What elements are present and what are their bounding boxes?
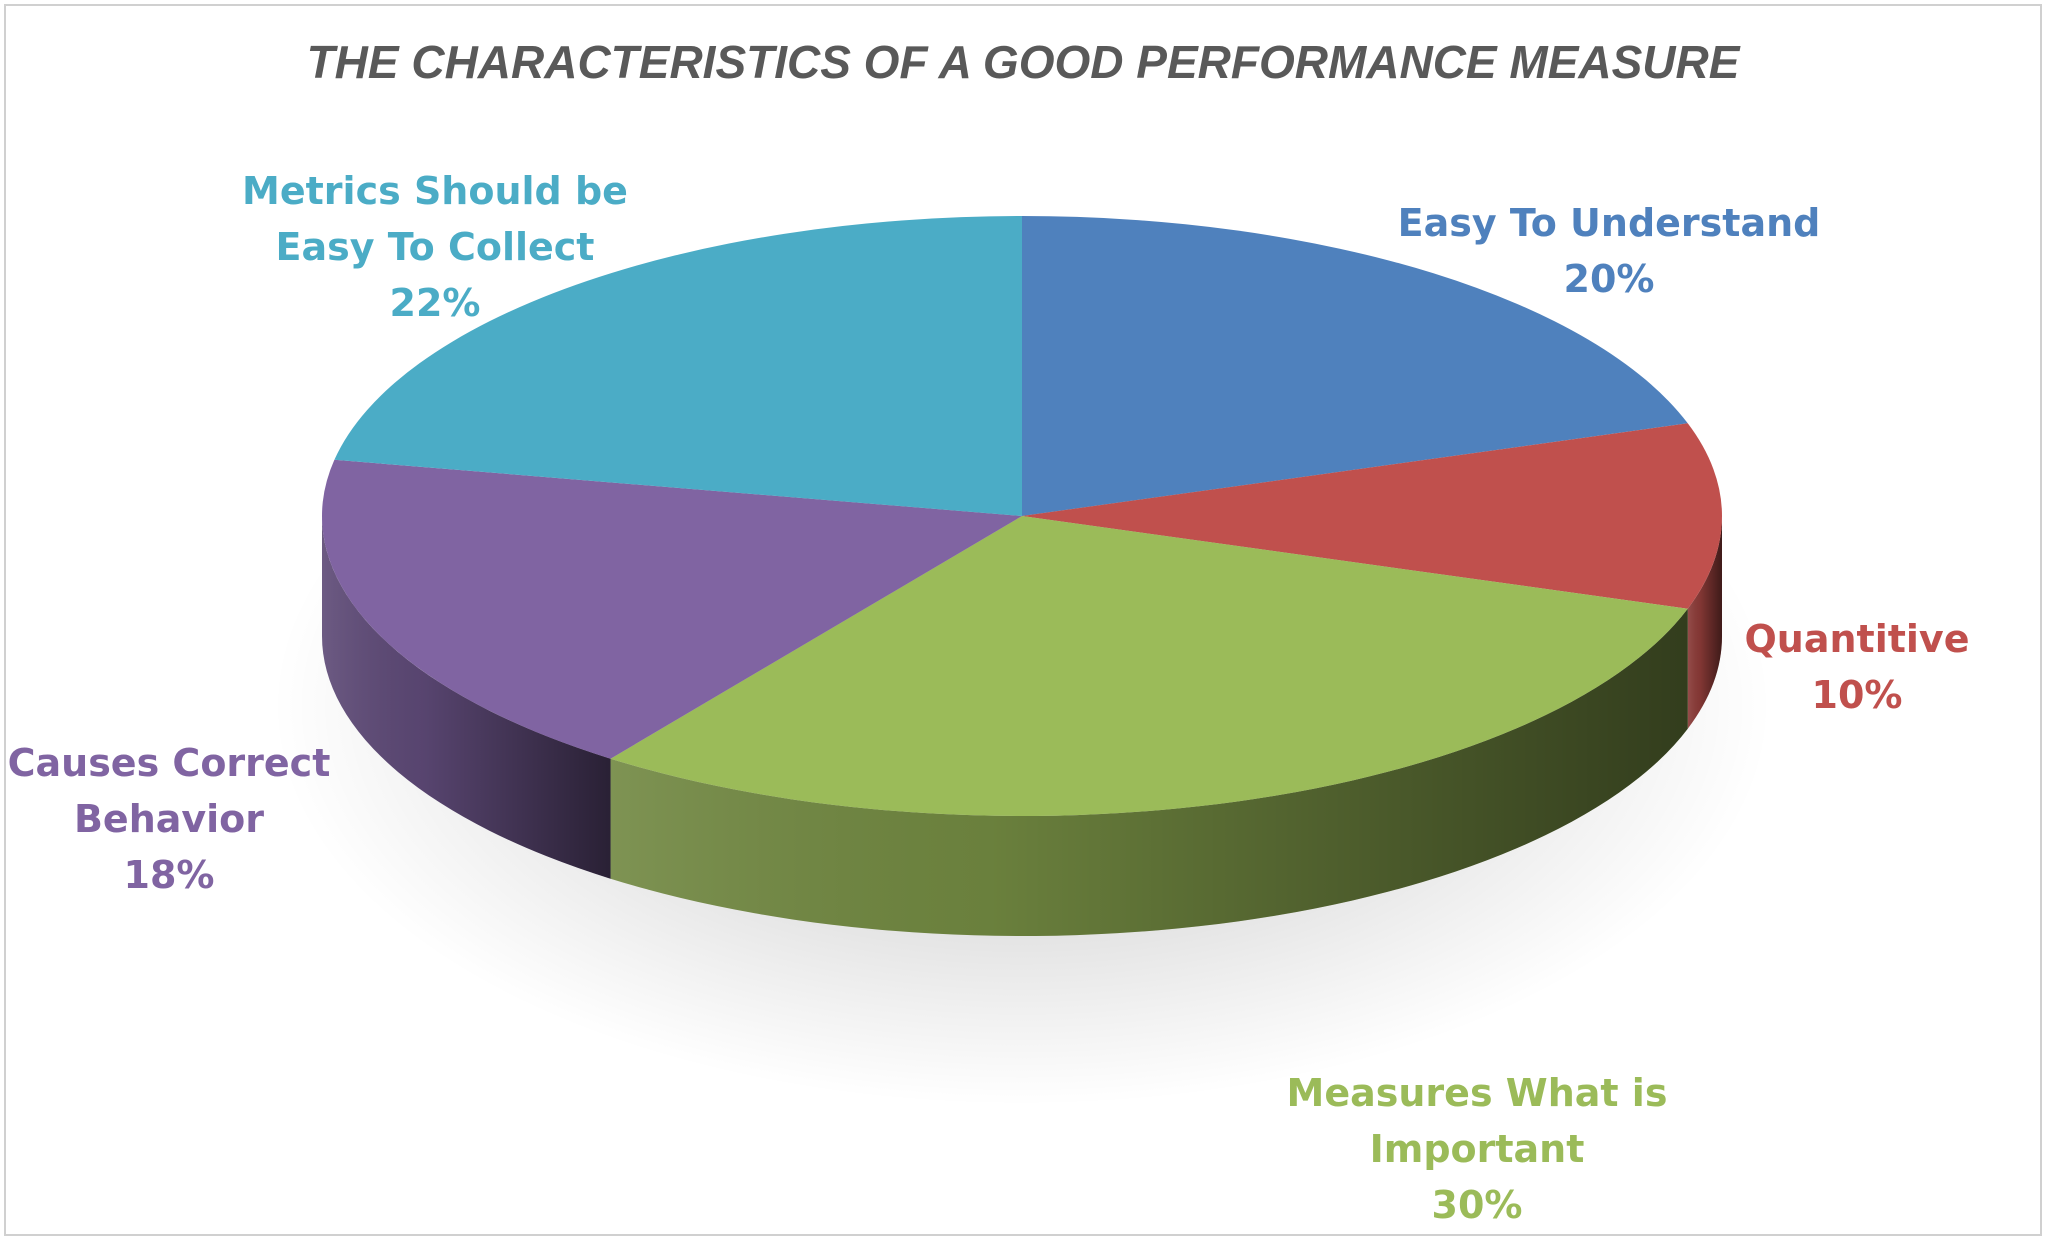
slice-label: Quantitive 10% <box>1745 617 1970 717</box>
slice-name-label: Important <box>1370 1127 1585 1171</box>
pie-sides <box>322 516 1722 936</box>
slice-name-label: Causes Correct <box>8 741 331 785</box>
slice-percent-label: 30% <box>1432 1183 1523 1227</box>
pie-top <box>322 216 1722 816</box>
slice-name-label: Easy To Collect <box>276 225 595 269</box>
pie-slice <box>322 459 1022 759</box>
pie-slice-side-shading <box>322 516 611 879</box>
slice-labels: Easy To Understand 20% Quantitive 10% Measur… <box>8 169 1970 1227</box>
slice-percent-label: 22% <box>390 281 481 325</box>
slice-name-label: Quantitive <box>1745 617 1970 661</box>
slice-label: Causes Correct Behavior 18% <box>8 741 331 897</box>
pie-slice-side-shading <box>610 608 1688 936</box>
slice-name-label: Easy To Understand <box>1398 201 1821 245</box>
pie-slice <box>1022 216 1688 516</box>
pie-slice <box>610 516 1688 816</box>
slice-label: Metrics Should be Easy To Collect 22% <box>242 169 628 325</box>
pie-slice-side-shading <box>1687 516 1722 729</box>
slice-name-label: Behavior <box>74 797 264 841</box>
slice-percent-label: 20% <box>1564 257 1655 301</box>
pie-slice <box>334 216 1022 516</box>
slice-label: Measures What is Important 30% <box>1287 1071 1668 1227</box>
slice-name-label: Metrics Should be <box>242 169 628 213</box>
slice-percent-label: 18% <box>124 853 215 897</box>
chart-title: THE CHARACTERISTICS OF A GOOD PERFORMANC… <box>307 36 1741 88</box>
slice-name-label: Measures What is <box>1287 1071 1668 1115</box>
chart-frame: THE CHARACTERISTICS OF A GOOD PERFORMANC… <box>4 4 2042 1236</box>
pie-chart: THE CHARACTERISTICS OF A GOOD PERFORMANC… <box>8 36 1970 1227</box>
slice-label: Easy To Understand 20% <box>1398 201 1821 301</box>
pie-slice <box>1022 423 1722 609</box>
slice-percent-label: 10% <box>1812 673 1903 717</box>
